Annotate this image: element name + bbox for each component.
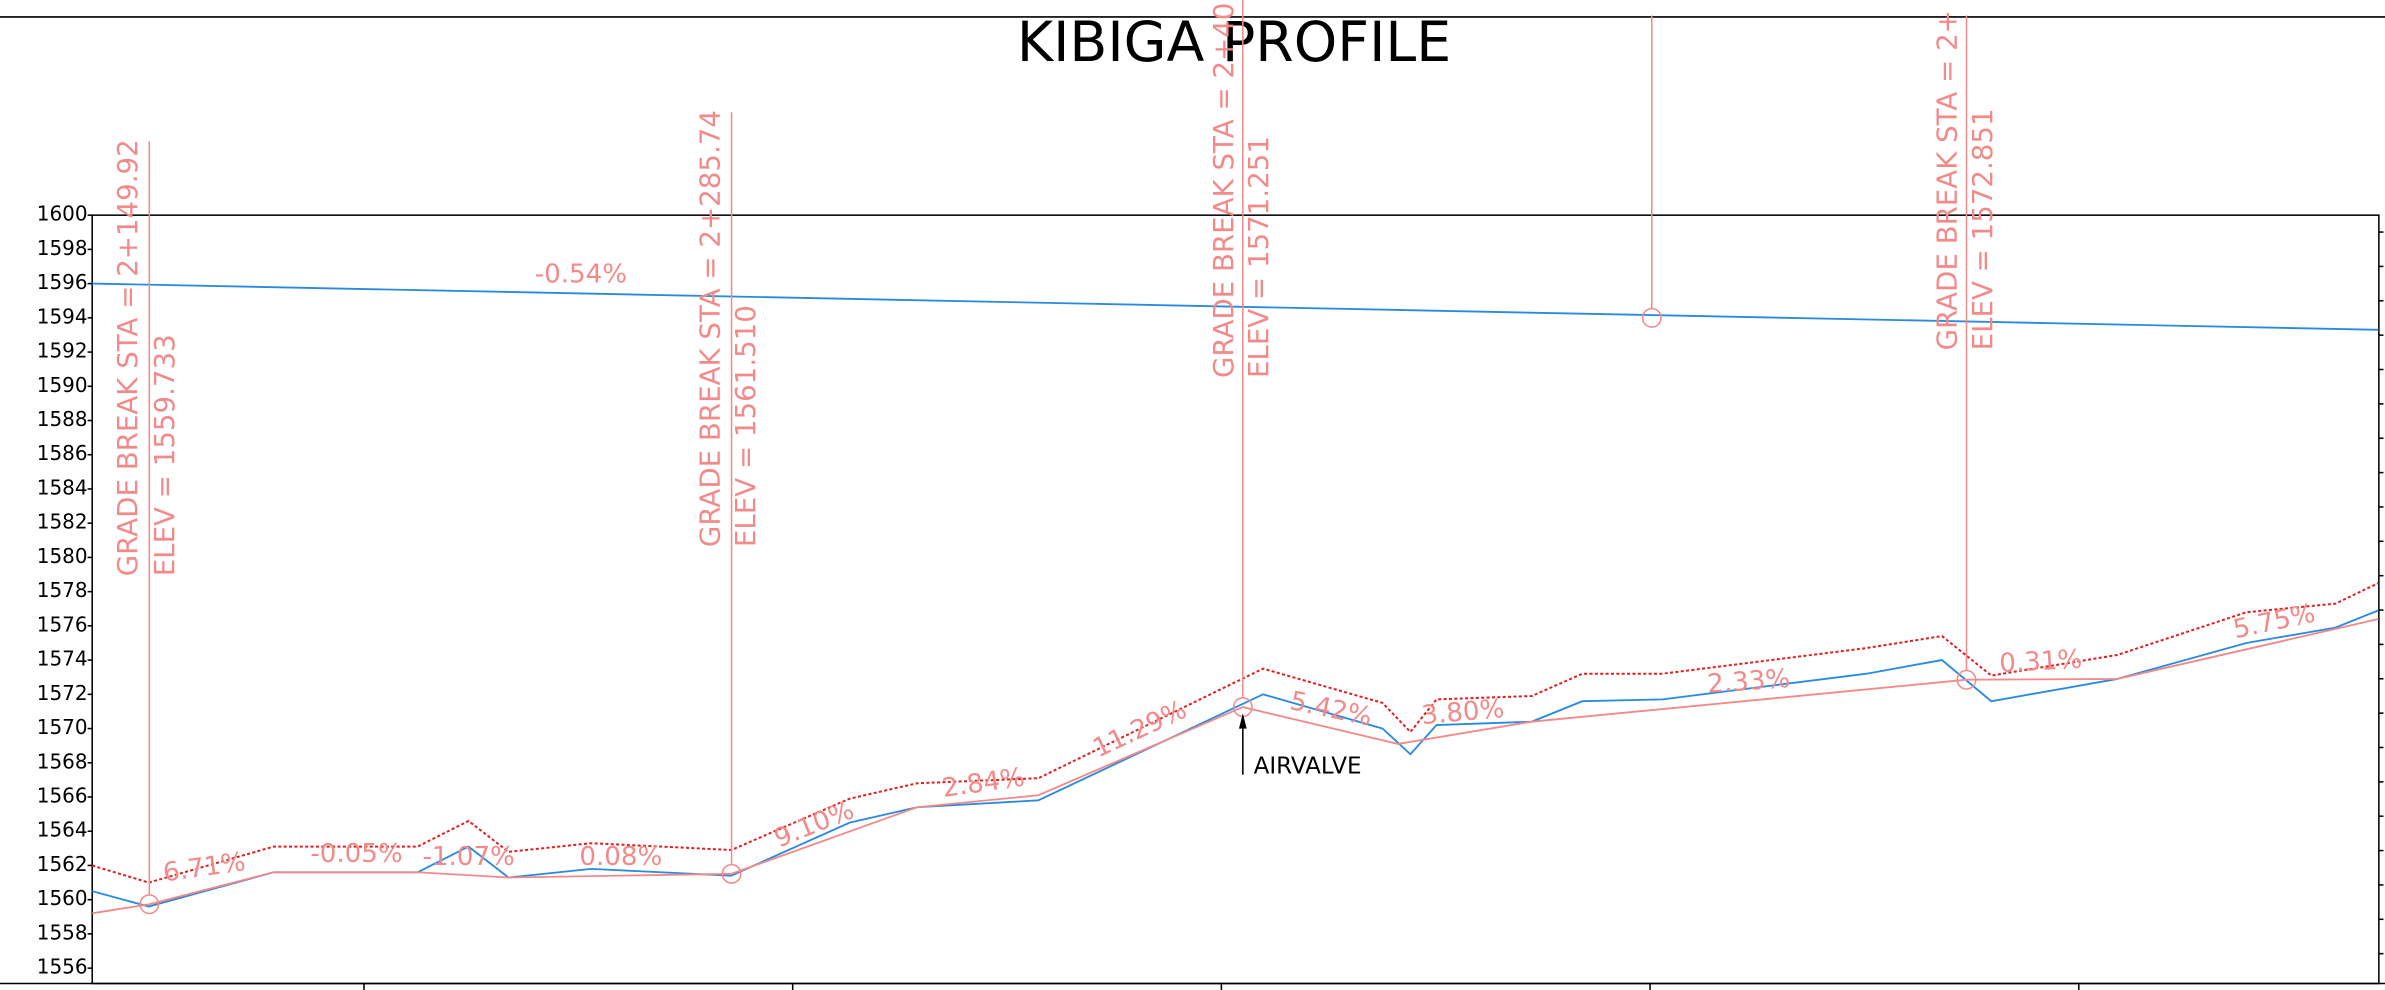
grade-break-elev: ELEV = 1572.851 bbox=[1966, 108, 1999, 350]
profile-line bbox=[91, 582, 2379, 884]
y-tick-label: 1584 bbox=[37, 475, 88, 499]
grade-label: 9.10% bbox=[770, 795, 858, 854]
grade-label: -0.05% bbox=[310, 839, 402, 869]
marker-point bbox=[1641, 307, 1662, 328]
grade-break-station: GRADE BREAK STA = 2+40 bbox=[1207, 3, 1240, 378]
title: KIBIGA PROFILE bbox=[1017, 11, 1451, 75]
y-tick-label: 1558 bbox=[37, 920, 88, 944]
grade-label: 3.80% bbox=[1420, 694, 1505, 731]
grade-label: 0.31% bbox=[1999, 645, 2083, 679]
y-tick-label: 1574 bbox=[37, 647, 88, 671]
grade-label: 11.29% bbox=[1089, 695, 1192, 764]
y-tick-label: 1578 bbox=[37, 578, 88, 602]
grade-break-station: GRADE BREAK STA = 2+285.74 bbox=[694, 110, 727, 547]
grade-break-point bbox=[139, 894, 160, 915]
y-tick-label: 1562 bbox=[37, 852, 88, 876]
y-tick-label: 1594 bbox=[37, 304, 88, 328]
airvalve-arrow bbox=[1238, 713, 1247, 729]
y-tick-label: 1580 bbox=[37, 544, 88, 568]
airvalve-label: AIRVALVE bbox=[1254, 754, 1362, 780]
y-tick-label: 1590 bbox=[37, 373, 88, 397]
y-tick-label: 1586 bbox=[37, 441, 88, 465]
y-tick-label: 1596 bbox=[37, 270, 88, 294]
profile-line bbox=[92, 282, 2379, 331]
y-tick-label: 1592 bbox=[37, 339, 88, 363]
grade-break-elev: ELEV = 1571.251 bbox=[1242, 136, 1275, 378]
profile-line bbox=[92, 618, 2379, 915]
y-tick-label: 1564 bbox=[37, 818, 88, 842]
y-tick-label: 1560 bbox=[37, 886, 88, 910]
y-tick-label: 1598 bbox=[37, 236, 88, 260]
grade-break-station: GRADE BREAK STA = 2+149.92 bbox=[111, 139, 144, 576]
grade-break-elev: ELEV = 1561.510 bbox=[729, 305, 762, 547]
grade-label: -1.07% bbox=[423, 842, 515, 872]
grade-break-station: GRADE BREAK STA = 2+ bbox=[1931, 10, 1964, 350]
grade-break-point bbox=[1956, 669, 1977, 690]
y-tick-label: 1588 bbox=[37, 407, 88, 431]
y-tick-label: 1566 bbox=[37, 783, 88, 807]
grade-label: 5.42% bbox=[1287, 686, 1374, 733]
y-tick-label: 1570 bbox=[37, 715, 88, 739]
grade-label: -0.54% bbox=[535, 260, 627, 290]
y-tick-label: 1556 bbox=[37, 955, 88, 979]
y-tick-label: 1576 bbox=[37, 612, 88, 636]
y-tick-label: 1572 bbox=[37, 681, 88, 705]
y-tick-label: 1582 bbox=[37, 510, 88, 534]
grade-label: 0.08% bbox=[579, 842, 662, 872]
grade-break-elev: ELEV = 1559.733 bbox=[148, 334, 181, 576]
profile-line bbox=[91, 609, 2379, 908]
y-tick-label: 1600 bbox=[37, 202, 88, 226]
y-tick-label: 1568 bbox=[37, 749, 88, 773]
grade-break-point bbox=[721, 863, 742, 884]
grade-label: 2.33% bbox=[1706, 664, 1791, 700]
